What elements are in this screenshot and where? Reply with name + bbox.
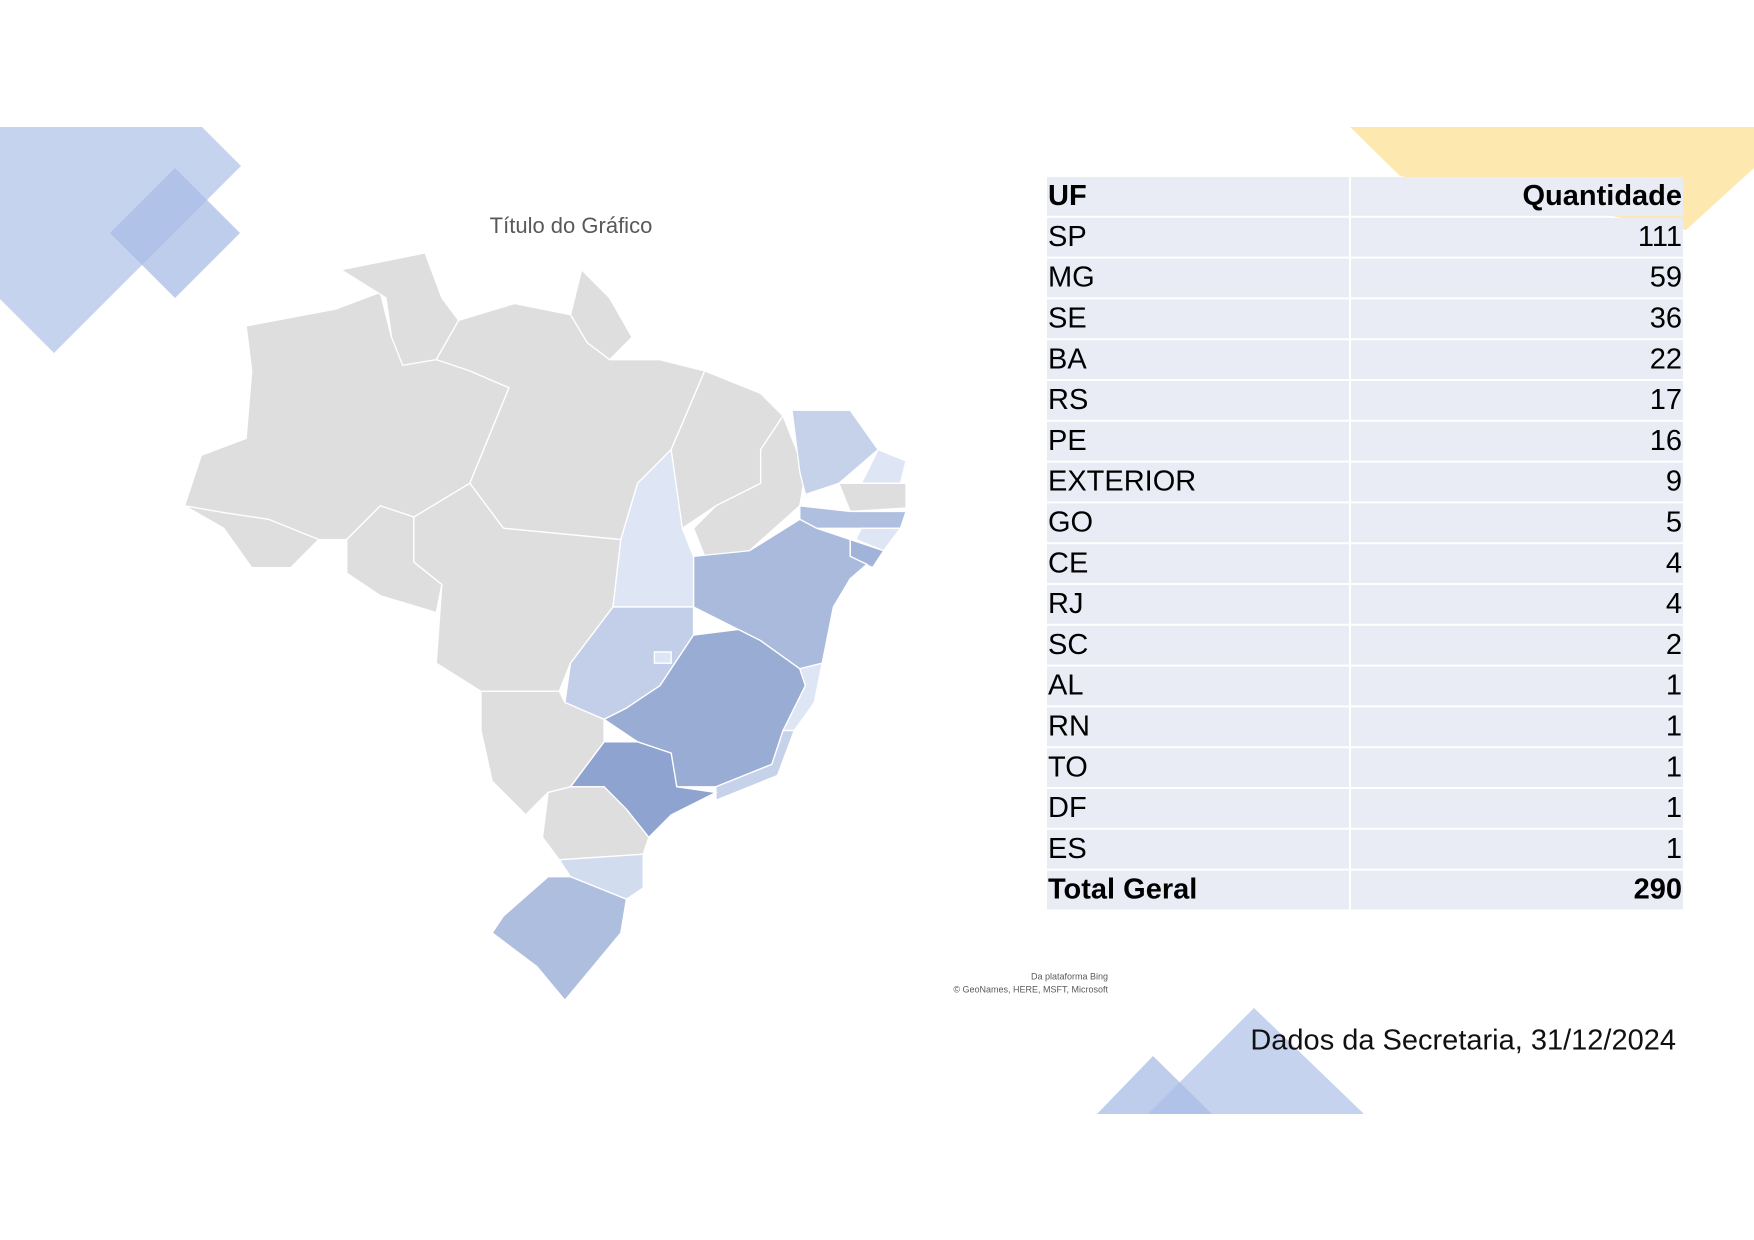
cell-text: AL (1048, 670, 1083, 702)
table-cell (1351, 381, 1683, 420)
cell-text: GO (1048, 506, 1093, 538)
state (837, 482, 907, 513)
table-cell (1351, 625, 1683, 665)
map-attribution: Da plataforma Bing (1031, 971, 1108, 981)
table-cell (1047, 299, 1349, 339)
cell-text: 1 (1666, 710, 1682, 742)
table-cell (1351, 707, 1683, 747)
map-attribution: © GeoNames, HERE, MSFT, Microsoft (953, 984, 1108, 994)
cell-text: 36 (1650, 302, 1682, 334)
cell-text: SP (1048, 221, 1087, 253)
table-cell (1047, 707, 1349, 747)
table-cell (1351, 217, 1683, 257)
deco-shape (110, 168, 240, 298)
table-cell (1047, 340, 1349, 379)
table-cell (1047, 258, 1349, 298)
cell-text: 22 (1650, 343, 1682, 375)
table-cell (1351, 666, 1683, 706)
cell-text: 1 (1666, 833, 1682, 865)
cell-text: 16 (1650, 425, 1682, 457)
table-cell (1351, 340, 1683, 379)
table-cell (1351, 748, 1683, 787)
cell-text: RN (1048, 710, 1090, 742)
table-cell (1351, 299, 1683, 339)
cell-text: 17 (1650, 384, 1682, 416)
table-cell (1047, 462, 1349, 502)
table-cell (1351, 544, 1683, 583)
state (541, 786, 650, 861)
cell-text: 4 (1666, 547, 1682, 579)
state (653, 651, 672, 664)
table-cell (1351, 829, 1683, 869)
state (558, 853, 644, 900)
state (413, 482, 622, 692)
cell-text: TO (1048, 751, 1088, 783)
cell-text: BA (1048, 343, 1087, 375)
table-cell (1047, 503, 1349, 543)
table-cell (1351, 258, 1683, 298)
cell-text: 4 (1666, 588, 1682, 620)
cell-text: 111 (1638, 221, 1682, 253)
table-cell (1047, 381, 1349, 420)
table-cell (1047, 177, 1349, 216)
cell-text: EXTERIOR (1048, 466, 1196, 498)
cell-text: SC (1048, 629, 1088, 661)
cell-text: 9 (1666, 466, 1682, 498)
table-cell (1351, 789, 1683, 828)
table-cell (1047, 666, 1349, 706)
table-cell (1351, 503, 1683, 543)
table-cell (1047, 217, 1349, 257)
cell-text: SE (1048, 302, 1087, 334)
footer-note: Dados da Secretaria, 31/12/2024 (1250, 1025, 1676, 1057)
table-cell (1047, 544, 1349, 583)
table-cell (1351, 870, 1683, 910)
cell-text: 1 (1666, 670, 1682, 702)
cell-text: 59 (1650, 262, 1682, 294)
state (715, 729, 796, 802)
table-cell (1351, 462, 1683, 502)
cell-text: CE (1048, 547, 1088, 579)
table-cell (1047, 748, 1349, 787)
cell-text: DF (1048, 792, 1087, 824)
cell-text: 1 (1666, 792, 1682, 824)
cell-text: 1 (1666, 751, 1682, 783)
cell-text: 5 (1666, 506, 1682, 538)
state (184, 505, 320, 569)
cell-text: RJ (1048, 588, 1083, 620)
cell-text: 290 (1634, 874, 1682, 906)
state (692, 414, 807, 558)
map-title: Título do Gráfico (490, 213, 653, 238)
table-cell (1351, 585, 1683, 624)
cell-text: Quantidade (1522, 180, 1682, 212)
table-cell (1047, 625, 1349, 665)
state (491, 876, 628, 1002)
cell-text: ES (1048, 833, 1087, 865)
table-cell (1047, 870, 1349, 910)
cell-text: 2 (1666, 629, 1682, 661)
table-cell (1351, 421, 1683, 461)
table-cell (1047, 585, 1349, 624)
cell-text: RS (1048, 384, 1088, 416)
cell-text: UF (1048, 180, 1087, 212)
cell-text: Total Geral (1048, 874, 1197, 906)
table-cell (1351, 177, 1683, 216)
table-cell (1047, 789, 1349, 828)
deco-shape (1097, 1056, 1212, 1114)
cell-text: MG (1048, 262, 1095, 294)
cell-text: PE (1048, 425, 1087, 457)
table-cell (1047, 829, 1349, 869)
table-cell (1047, 421, 1349, 461)
deco-shape (1148, 1008, 1364, 1114)
map (183, 252, 907, 1002)
